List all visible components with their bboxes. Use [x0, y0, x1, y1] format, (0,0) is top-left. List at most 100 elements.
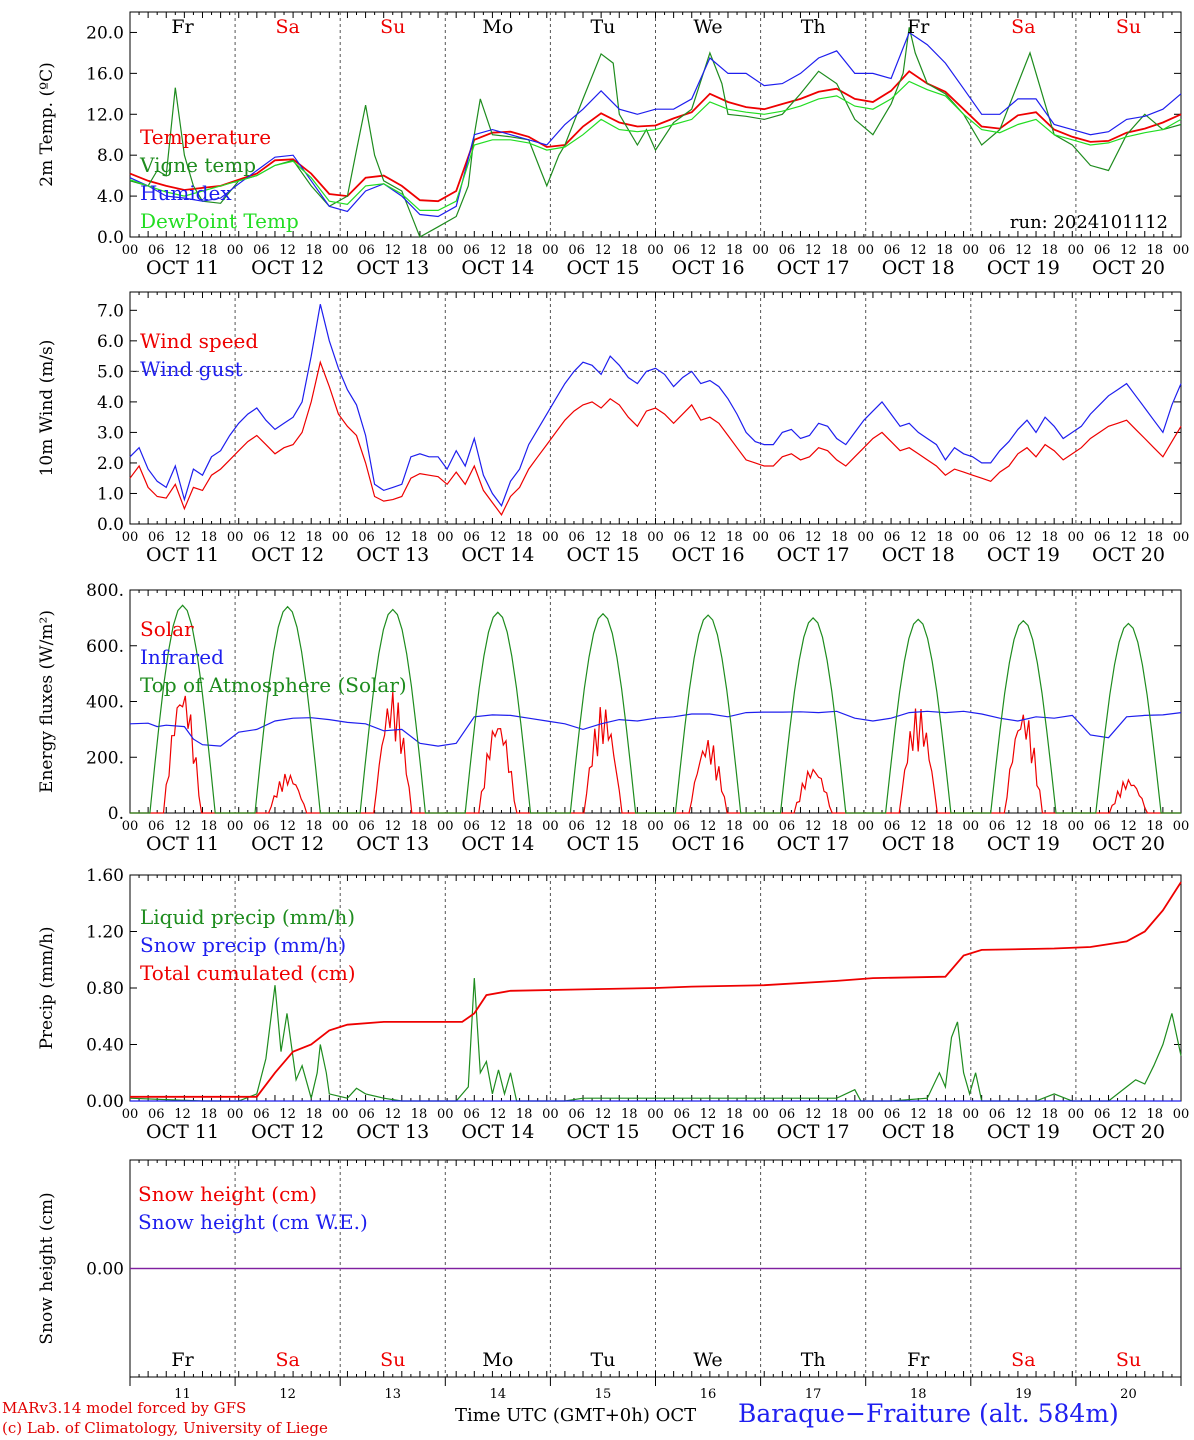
hour-tick-label: 06 [148, 1107, 165, 1122]
hour-tick-label: 18 [1146, 1107, 1163, 1122]
day-number-label: 13 [384, 1387, 401, 1402]
hour-tick-label: 12 [279, 243, 296, 258]
date-label: OCT 20 [1092, 1121, 1165, 1143]
y-axis-label: Snow height (cm) [37, 1192, 57, 1344]
series-line-wind-speed [129, 360, 1182, 516]
hour-tick-label: 12 [595, 530, 612, 545]
hour-tick-label: 00 [1173, 1107, 1190, 1122]
legend-entry: Snow height (cm W.E.) [138, 1210, 368, 1234]
weekday-label-top: Sa [275, 16, 299, 38]
hour-tick-label: 00 [542, 819, 559, 834]
hour-tick-label: 18 [201, 1107, 218, 1122]
hour-tick-label: 18 [1146, 819, 1163, 834]
hour-tick-label: 00 [542, 243, 559, 258]
hour-tick-label: 18 [936, 819, 953, 834]
date-label: OCT 19 [987, 833, 1060, 855]
y-tick-label: 0. [108, 804, 124, 824]
hour-tick-label: 06 [674, 1107, 691, 1122]
date-label: OCT 18 [882, 257, 955, 279]
hour-tick-label: 12 [595, 1107, 612, 1122]
hour-tick-label: 18 [411, 819, 428, 834]
date-label: OCT 16 [672, 544, 745, 566]
hour-tick-label: 00 [1173, 819, 1190, 834]
hour-tick-label: 12 [384, 243, 401, 258]
series-line-vigne-temp [129, 27, 1182, 238]
weekday-label-top: Mo [482, 16, 513, 38]
hour-tick-label: 06 [989, 530, 1006, 545]
hour-tick-label: 18 [1041, 1107, 1058, 1122]
hour-tick-label: 18 [411, 243, 428, 258]
hour-tick-label: 12 [805, 819, 822, 834]
date-label: OCT 17 [777, 1121, 850, 1143]
hour-tick-label: 18 [621, 530, 638, 545]
hour-tick-label: 12 [595, 819, 612, 834]
day-number-label: 19 [1015, 1387, 1032, 1402]
panel-snow: 0.00 Snow height (cm) Snow height (cm) Snow… [37, 1159, 1182, 1378]
y-tick-label: 800. [86, 581, 124, 601]
hour-tick-label: 18 [936, 530, 953, 545]
date-label: OCT 15 [566, 833, 639, 855]
date-label: OCT 13 [356, 257, 429, 279]
hour-tick-label: 06 [884, 819, 901, 834]
hour-tick-label: 12 [700, 243, 717, 258]
hour-tick-label: 12 [1015, 819, 1032, 834]
date-label: OCT 14 [461, 1121, 534, 1143]
hour-tick-label: 00 [332, 243, 349, 258]
date-label: OCT 15 [566, 1121, 639, 1143]
weekday-label-bottom: Mo [482, 1349, 513, 1371]
hour-tick-label: 18 [726, 530, 743, 545]
hour-tick-label: 12 [384, 1107, 401, 1122]
hour-tick-label: 00 [437, 819, 454, 834]
hour-tick-label: 00 [122, 530, 139, 545]
hour-tick-label: 12 [384, 819, 401, 834]
hour-tick-label: 00 [963, 530, 980, 545]
date-label: OCT 17 [777, 833, 850, 855]
hour-tick-label: 12 [700, 1107, 717, 1122]
hour-tick-label: 18 [621, 819, 638, 834]
hour-tick-label: 06 [674, 819, 691, 834]
date-label: OCT 16 [672, 1121, 745, 1143]
hour-tick-label: 18 [621, 243, 638, 258]
day-number-label: 20 [1120, 1387, 1137, 1402]
hour-tick-label: 06 [253, 243, 270, 258]
hour-tick-label: 18 [831, 530, 848, 545]
legend-entry: DewPoint Temp [140, 209, 299, 233]
day-number-label: 18 [910, 1387, 927, 1402]
hour-tick-label: 00 [332, 1107, 349, 1122]
hour-tick-label: 00 [1068, 819, 1085, 834]
hour-tick-label: 00 [647, 819, 664, 834]
hour-tick-label: 06 [779, 243, 796, 258]
hour-tick-label: 12 [700, 819, 717, 834]
hour-tick-label: 00 [227, 243, 244, 258]
weekday-label-top: Fr [907, 16, 930, 38]
y-tick-label: 0.80 [86, 979, 124, 999]
hour-tick-label: 06 [463, 819, 480, 834]
date-label: OCT 18 [882, 1121, 955, 1143]
y-tick-label: 16.0 [86, 64, 124, 84]
hour-tick-label: 06 [884, 530, 901, 545]
day-number-label: 16 [700, 1387, 717, 1402]
hour-tick-label: 00 [857, 1107, 874, 1122]
hour-tick-label: 00 [752, 243, 769, 258]
hour-tick-label: 12 [384, 530, 401, 545]
y-tick-label: 12.0 [86, 105, 124, 125]
weekday-label-top: Su [1116, 16, 1141, 38]
date-label: OCT 19 [987, 544, 1060, 566]
y-tick-label: 0.00 [86, 1260, 124, 1280]
hour-tick-label: 18 [306, 1107, 323, 1122]
hour-tick-label: 00 [647, 1107, 664, 1122]
hour-tick-label: 06 [148, 243, 165, 258]
hour-tick-label: 12 [490, 243, 507, 258]
hour-tick-label: 00 [227, 819, 244, 834]
legend-entry: Wind speed [140, 329, 258, 353]
date-label: OCT 11 [146, 833, 219, 855]
y-tick-label: 200. [86, 748, 124, 768]
weekday-label-top: Th [801, 16, 826, 38]
hour-tick-label: 18 [831, 243, 848, 258]
hour-tick-label: 12 [805, 530, 822, 545]
hour-tick-label: 12 [1120, 243, 1137, 258]
y-axis-label: Energy fluxes (W/m²) [37, 610, 57, 793]
hour-tick-label: 18 [516, 1107, 533, 1122]
hour-tick-label: 06 [358, 819, 375, 834]
day-number-label: 15 [595, 1387, 612, 1402]
